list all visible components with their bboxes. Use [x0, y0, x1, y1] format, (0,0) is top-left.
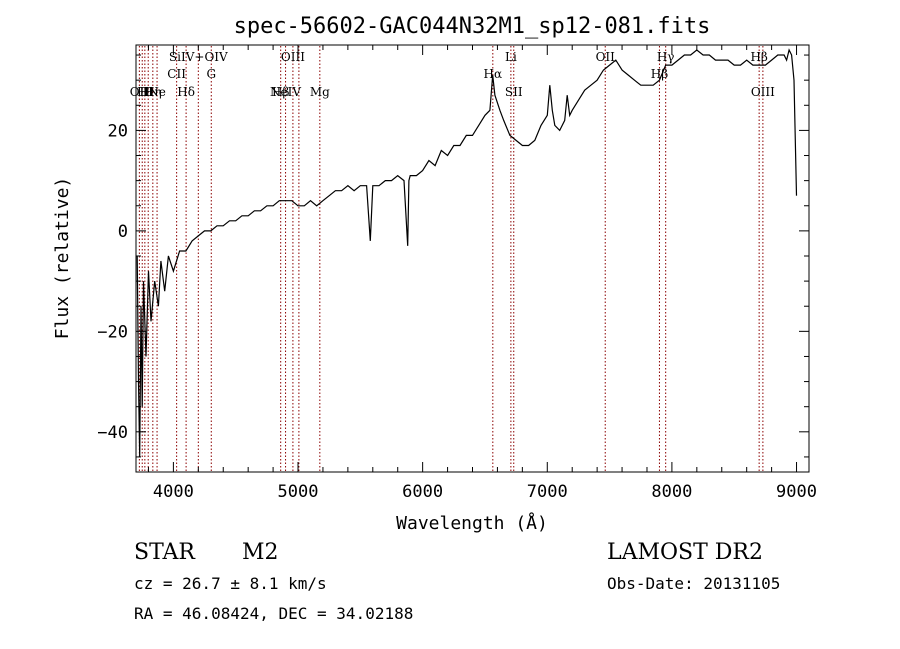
y-tick-label-1: −20: [97, 322, 128, 342]
marker-label-16: Li: [505, 50, 517, 64]
marker-label-6: CII: [167, 67, 186, 81]
y-tick-label-2: 0: [118, 222, 128, 242]
y-axis-label: Flux (relative): [52, 177, 73, 340]
line-markers: [138, 46, 764, 471]
x-tick-label-0: 4000: [153, 482, 194, 502]
marker-label-18: OII: [596, 50, 616, 64]
x-tick-label-1: 5000: [278, 482, 319, 502]
chart-title: spec-56602-GAC044N32M1_sp12-081.fits: [234, 14, 711, 39]
marker-label-0: OII: [130, 85, 150, 99]
marker-label-9: G: [206, 67, 216, 81]
marker-label-14: Mg: [310, 85, 330, 99]
marker-label-21: Hβ: [750, 50, 767, 64]
redshift-line: cz = 26.7 ± 8.1 km/s: [134, 574, 327, 593]
object-class: STAR: [134, 540, 195, 565]
marker-label-2: H: [140, 85, 150, 99]
marker-label-7: Hδ: [177, 85, 195, 99]
marker-label-10: Hβ: [272, 85, 289, 99]
plot-frame: [135, 44, 810, 473]
marker-label-8: SiIV+OIV: [169, 50, 228, 64]
marker-label-11: NeIV: [270, 85, 301, 99]
marker-label-12: OIII: [281, 50, 305, 64]
x-tick-label-4: 8000: [651, 482, 692, 502]
line-marker-labels: OIIHHHHηNeCIIHδSiIV+OIVGHβNeIVOIIIMgHαLi…: [130, 50, 775, 99]
marker-label-15: Hα: [484, 67, 503, 81]
x-tick-label-5: 9000: [776, 482, 817, 502]
spectrum-line: [136, 48, 798, 457]
marker-label-20: Hγ: [657, 50, 675, 64]
object-subclass: M2: [242, 540, 279, 565]
obs-date: Obs-Date: 20131105: [607, 574, 781, 593]
marker-label-5: Ne: [148, 85, 166, 99]
ra-dec: RA = 46.08424, DEC = 34.02188: [134, 604, 414, 623]
y-tick-label-0: −40: [97, 423, 128, 443]
y-axis-ticks: −40 −20 0 20: [97, 54, 809, 458]
y-tick-label-3: 20: [108, 121, 128, 141]
marker-label-4: Hη: [144, 85, 162, 99]
marker-label-17: SII: [505, 85, 523, 99]
x-tick-label-3: 7000: [527, 482, 568, 502]
marker-label-3: H: [143, 85, 153, 99]
marker-label-1: H: [137, 85, 147, 99]
marker-label-22: OIII: [751, 85, 775, 99]
x-axis-ticks: 4000 5000 6000 7000 8000 9000: [147, 45, 817, 502]
x-axis-label: Wavelength (Å): [396, 512, 548, 534]
survey-name: LAMOST DR2: [607, 540, 763, 565]
x-tick-label-2: 6000: [402, 482, 443, 502]
